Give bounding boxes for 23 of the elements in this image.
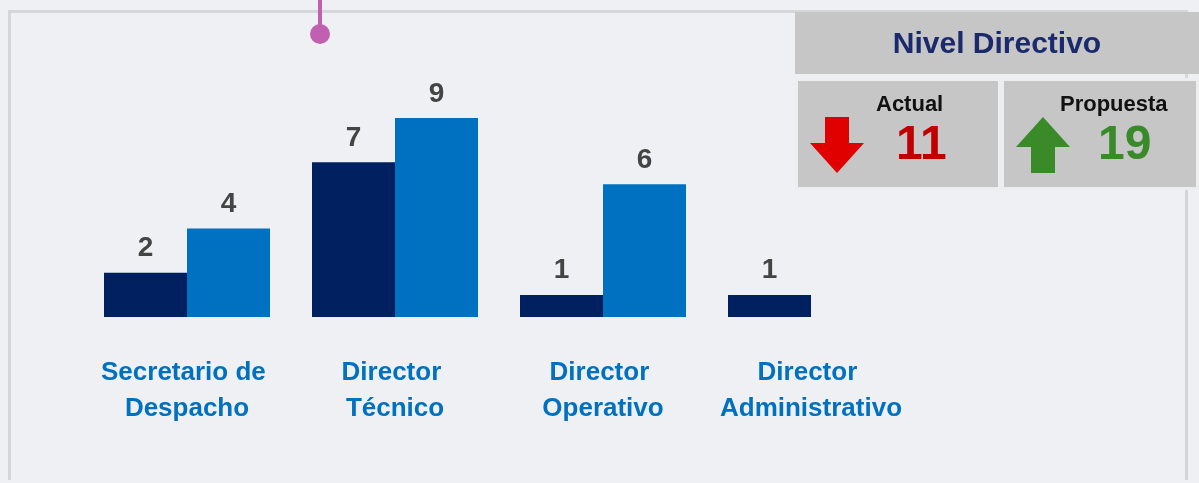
bar	[728, 294, 811, 317]
data-label: 4	[220, 187, 237, 219]
bar	[520, 294, 603, 317]
bar	[312, 162, 395, 317]
text: 19	[1098, 116, 1152, 170]
data-label: 1	[761, 253, 778, 285]
data-label: 2	[137, 231, 154, 263]
annotation: 11	[896, 115, 947, 170]
data-label: 7	[345, 120, 362, 152]
x-tick-label: Director Técnico	[341, 356, 449, 422]
data-label: 1	[553, 253, 570, 285]
data-label: 9	[428, 76, 445, 108]
text: Nivel Directivo	[795, 12, 1199, 74]
text: Actual	[876, 91, 944, 117]
x-tick-label: Director Operativo	[542, 356, 664, 422]
bar	[104, 272, 187, 317]
text: Propuesta	[1060, 91, 1168, 117]
bar	[603, 184, 686, 317]
bar	[395, 118, 478, 317]
data-label: 6	[636, 142, 653, 174]
bar	[187, 228, 270, 317]
x-tick-label: Director Administrativo	[719, 356, 903, 422]
x-tick-label: Secretario de Despacho	[101, 356, 273, 422]
